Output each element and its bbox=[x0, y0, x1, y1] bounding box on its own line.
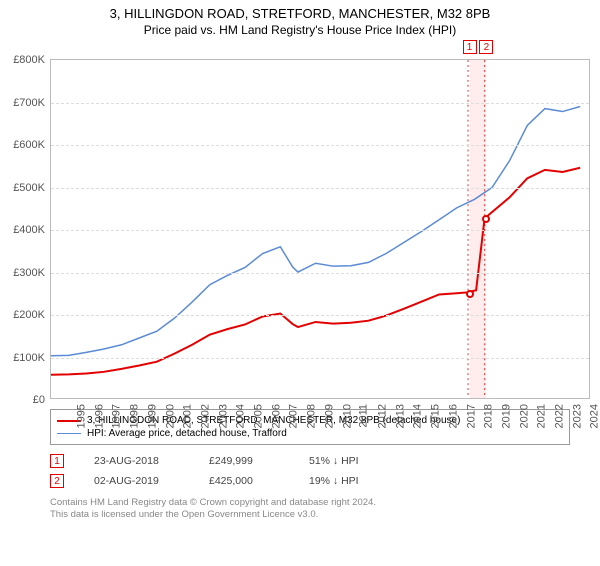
y-axis-label: £600K bbox=[13, 139, 45, 151]
legend-swatch bbox=[57, 433, 81, 434]
sales-table: 1 23-AUG-2018 £249,999 51% ↓ HPI 2 02-AUG-201… bbox=[50, 451, 570, 491]
sale-delta: 51% ↓ HPI bbox=[309, 455, 409, 467]
x-axis-label: 2014 bbox=[412, 404, 424, 428]
x-axis-label: 2022 bbox=[554, 404, 566, 428]
sale-price: £249,999 bbox=[209, 455, 279, 467]
x-axis-label: 2005 bbox=[253, 404, 265, 428]
sale-ordinal: 1 bbox=[50, 454, 64, 468]
x-axis-label: 1996 bbox=[93, 404, 105, 428]
x-axis-label: 2006 bbox=[270, 404, 282, 428]
x-axis-label: 2000 bbox=[164, 404, 176, 428]
sale-tag: 2 bbox=[479, 40, 493, 54]
x-axis-label: 2004 bbox=[235, 404, 247, 428]
sale-tag: 1 bbox=[463, 40, 477, 54]
y-axis-label: £700K bbox=[13, 97, 45, 109]
x-axis-label: 2010 bbox=[341, 404, 353, 428]
x-axis-label: 2011 bbox=[358, 404, 370, 428]
series-line-hpi bbox=[51, 106, 580, 355]
x-axis-label: 1999 bbox=[146, 404, 158, 428]
footer-line: Contains HM Land Registry data © Crown c… bbox=[50, 497, 570, 509]
x-axis-label: 2023 bbox=[571, 404, 583, 428]
x-axis-label: 2020 bbox=[518, 404, 530, 428]
sale-price: £425,000 bbox=[209, 475, 279, 487]
x-axis-label: 2007 bbox=[288, 404, 300, 428]
x-axis-label: 2017 bbox=[465, 404, 477, 428]
legend-item: HPI: Average price, detached house, Traf… bbox=[57, 427, 563, 440]
x-axis-label: 2008 bbox=[306, 404, 318, 428]
y-axis-label: £300K bbox=[13, 267, 45, 279]
chart-plot-area: £0£100K£200K£300K£400K£500K£600K£700K£80… bbox=[50, 59, 590, 399]
sale-marker bbox=[466, 290, 474, 298]
footer-line: This data is licensed under the Open Gov… bbox=[50, 509, 570, 521]
chart-footer: Contains HM Land Registry data © Crown c… bbox=[50, 497, 570, 522]
x-axis-label: 2003 bbox=[217, 404, 229, 428]
sale-delta: 19% ↓ HPI bbox=[309, 475, 409, 487]
y-axis-label: £400K bbox=[13, 224, 45, 236]
x-axis-label: 2013 bbox=[394, 404, 406, 428]
chart-title: 3, HILLINGDON ROAD, STRETFORD, MANCHESTE… bbox=[0, 6, 600, 21]
x-axis-label: 2015 bbox=[430, 404, 442, 428]
series-line-property bbox=[51, 168, 580, 375]
legend-label: HPI: Average price, detached house, Traf… bbox=[87, 428, 287, 439]
chart-svg bbox=[51, 60, 589, 398]
x-axis-label: 2024 bbox=[589, 404, 600, 428]
sale-row: 2 02-AUG-2019 £425,000 19% ↓ HPI bbox=[50, 471, 570, 491]
sale-ordinal: 2 bbox=[50, 474, 64, 488]
x-axis-label: 2009 bbox=[323, 404, 335, 428]
x-axis-label: 1995 bbox=[75, 404, 87, 428]
y-axis-label: £100K bbox=[13, 352, 45, 364]
sale-date: 02-AUG-2019 bbox=[94, 475, 179, 487]
y-axis-label: £800K bbox=[13, 54, 45, 66]
sale-row: 1 23-AUG-2018 £249,999 51% ↓ HPI bbox=[50, 451, 570, 471]
x-axis-label: 2016 bbox=[447, 404, 459, 428]
chart-subtitle: Price paid vs. HM Land Registry's House … bbox=[0, 23, 600, 37]
x-axis-label: 2018 bbox=[483, 404, 495, 428]
x-axis-label: 2002 bbox=[199, 404, 211, 428]
x-axis-label: 2019 bbox=[500, 404, 512, 428]
sale-marker bbox=[482, 215, 490, 223]
x-axis-label: 2021 bbox=[536, 404, 548, 428]
y-axis-label: £0 bbox=[33, 394, 45, 406]
x-axis-label: 2001 bbox=[182, 404, 194, 428]
x-axis-label: 1998 bbox=[129, 404, 141, 428]
sale-date: 23-AUG-2018 bbox=[94, 455, 179, 467]
x-axis-label: 1997 bbox=[111, 404, 123, 428]
x-axis-label: 2012 bbox=[376, 404, 388, 428]
y-axis-label: £500K bbox=[13, 182, 45, 194]
y-axis-label: £200K bbox=[13, 309, 45, 321]
